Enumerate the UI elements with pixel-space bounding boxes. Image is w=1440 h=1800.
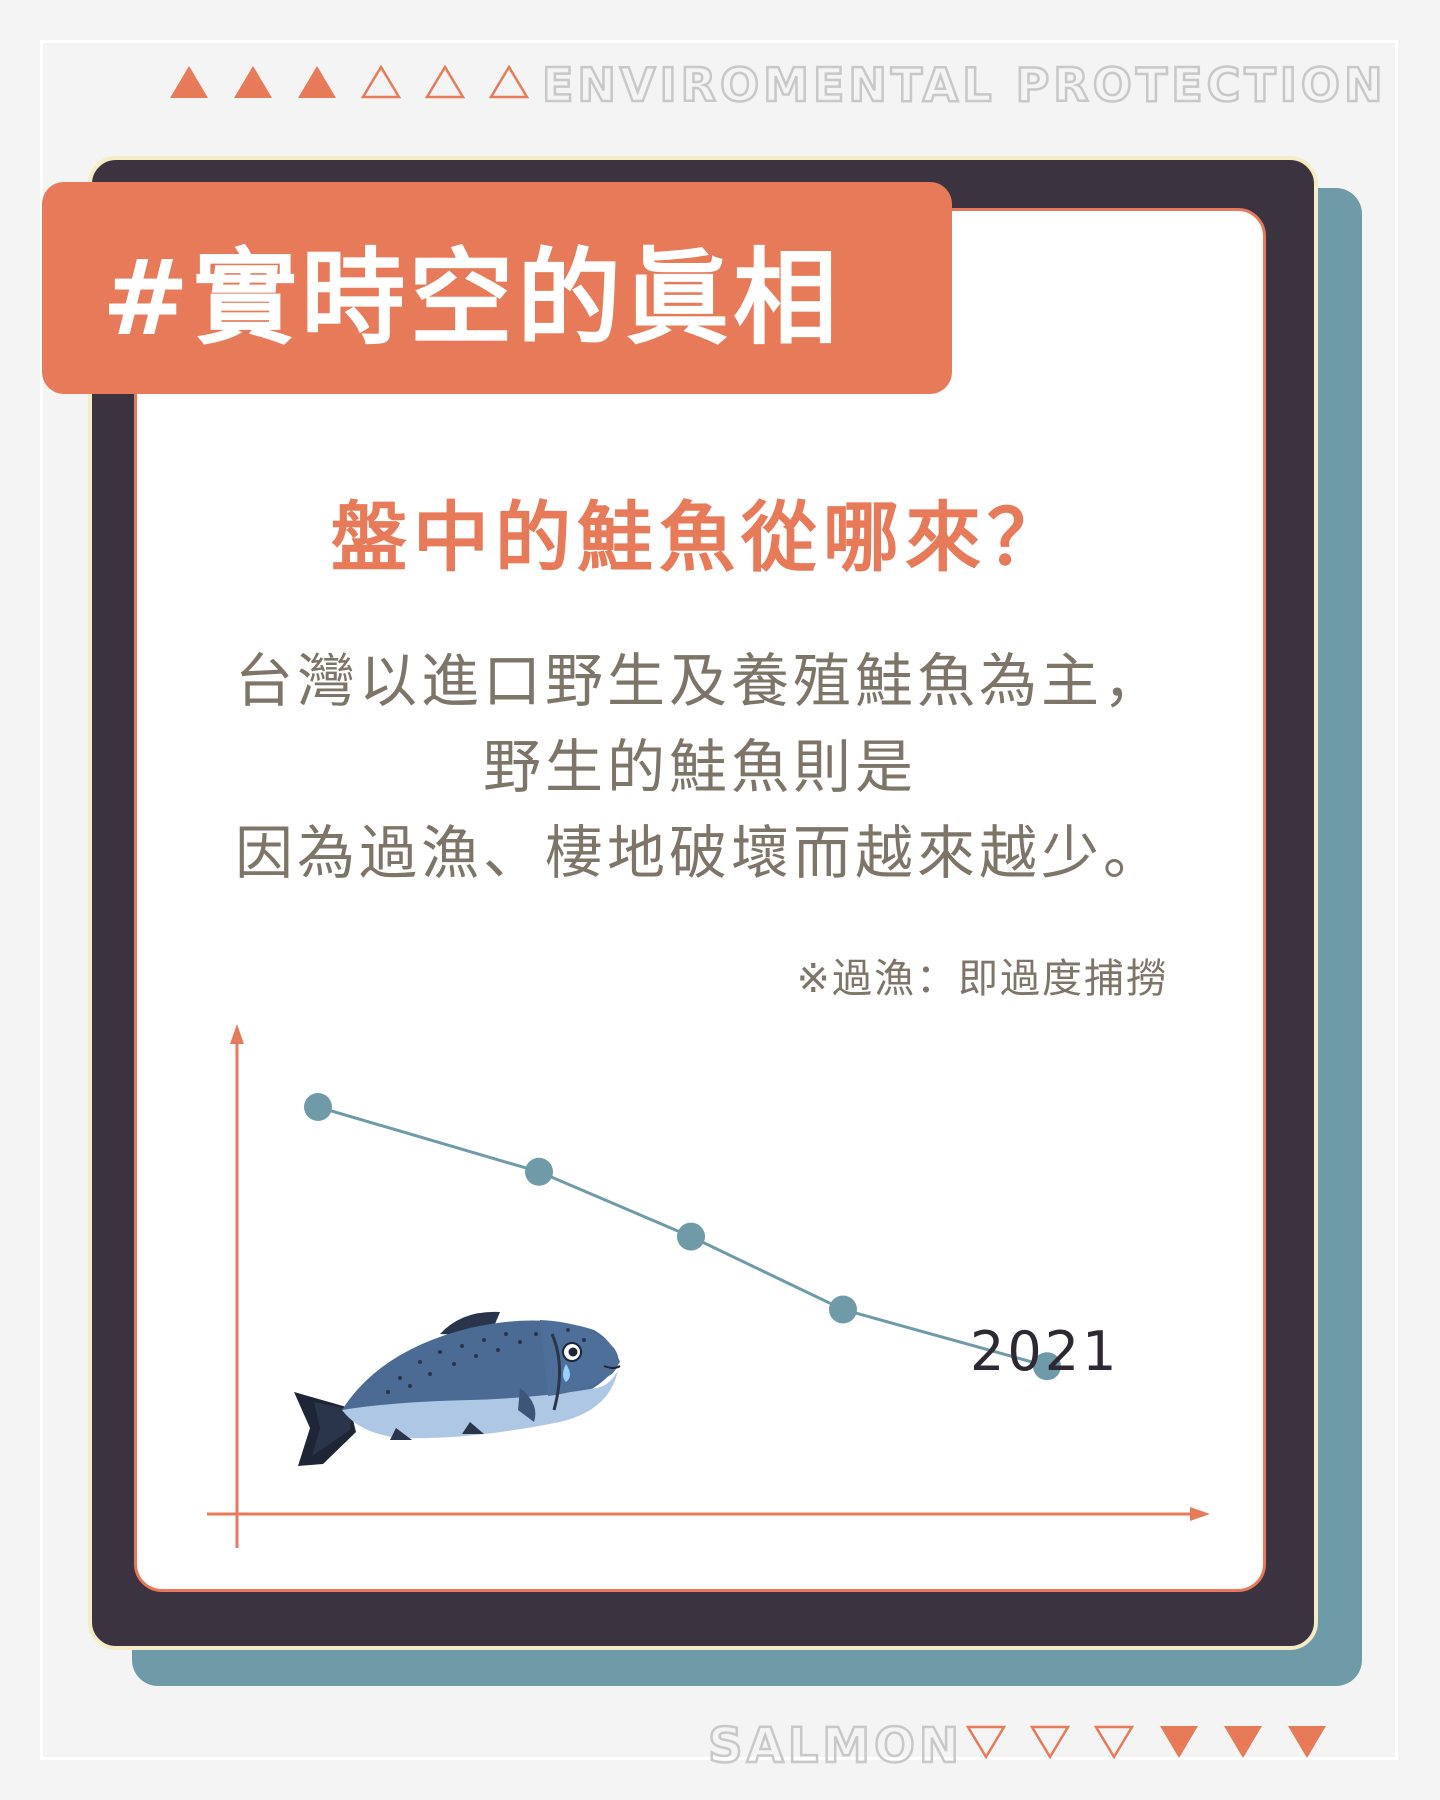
footer-label: SALMON: [707, 1717, 964, 1776]
body-paragraph: 台灣以進口野生及養殖鮭魚為主， 野生的鮭魚則是 因為過漁、棲地破壞而越來越少。: [134, 638, 1266, 896]
triangle-down-icon: [1158, 1724, 1200, 1760]
body-line: 野生的鮭魚則是: [482, 733, 917, 801]
content-panel: [134, 208, 1266, 1592]
footnote: ※過漁：即過度捕撈: [796, 956, 1168, 1002]
body-line: 台灣以進口野生及養殖鮭魚為主，: [234, 647, 1165, 715]
page-frame: [40, 40, 1398, 1760]
triangle-down-icon: [1222, 1724, 1264, 1760]
triangle-outline-down-icon: [965, 1724, 1007, 1760]
triangle-icon: [232, 64, 274, 100]
title-tag-text: #實時空的眞相: [102, 236, 842, 359]
triangle-down-icon: [1286, 1724, 1328, 1760]
solid-triangles-top: [168, 64, 338, 100]
triangle-icon: [168, 64, 210, 100]
triangle-outline-icon: [488, 64, 530, 100]
chart-annotation-year: 2021: [970, 1320, 1120, 1383]
triangle-outline-down-icon: [1029, 1724, 1071, 1760]
outline-triangles-bottom: [965, 1724, 1135, 1760]
header-title: ENVIROMENTAL PROTECTION: [541, 57, 1387, 114]
triangle-icon: [296, 64, 338, 100]
outline-triangles-top: [360, 64, 530, 100]
question-heading: 盤中的鮭魚從哪來？: [331, 493, 1069, 582]
triangle-outline-icon: [360, 64, 402, 100]
title-tag: #實時空的眞相: [42, 182, 952, 394]
triangle-outline-icon: [424, 64, 466, 100]
solid-triangles-bottom: [1158, 1724, 1328, 1760]
triangle-outline-down-icon: [1093, 1724, 1135, 1760]
body-line: 因為過漁、棲地破壞而越來越少。: [234, 819, 1165, 887]
